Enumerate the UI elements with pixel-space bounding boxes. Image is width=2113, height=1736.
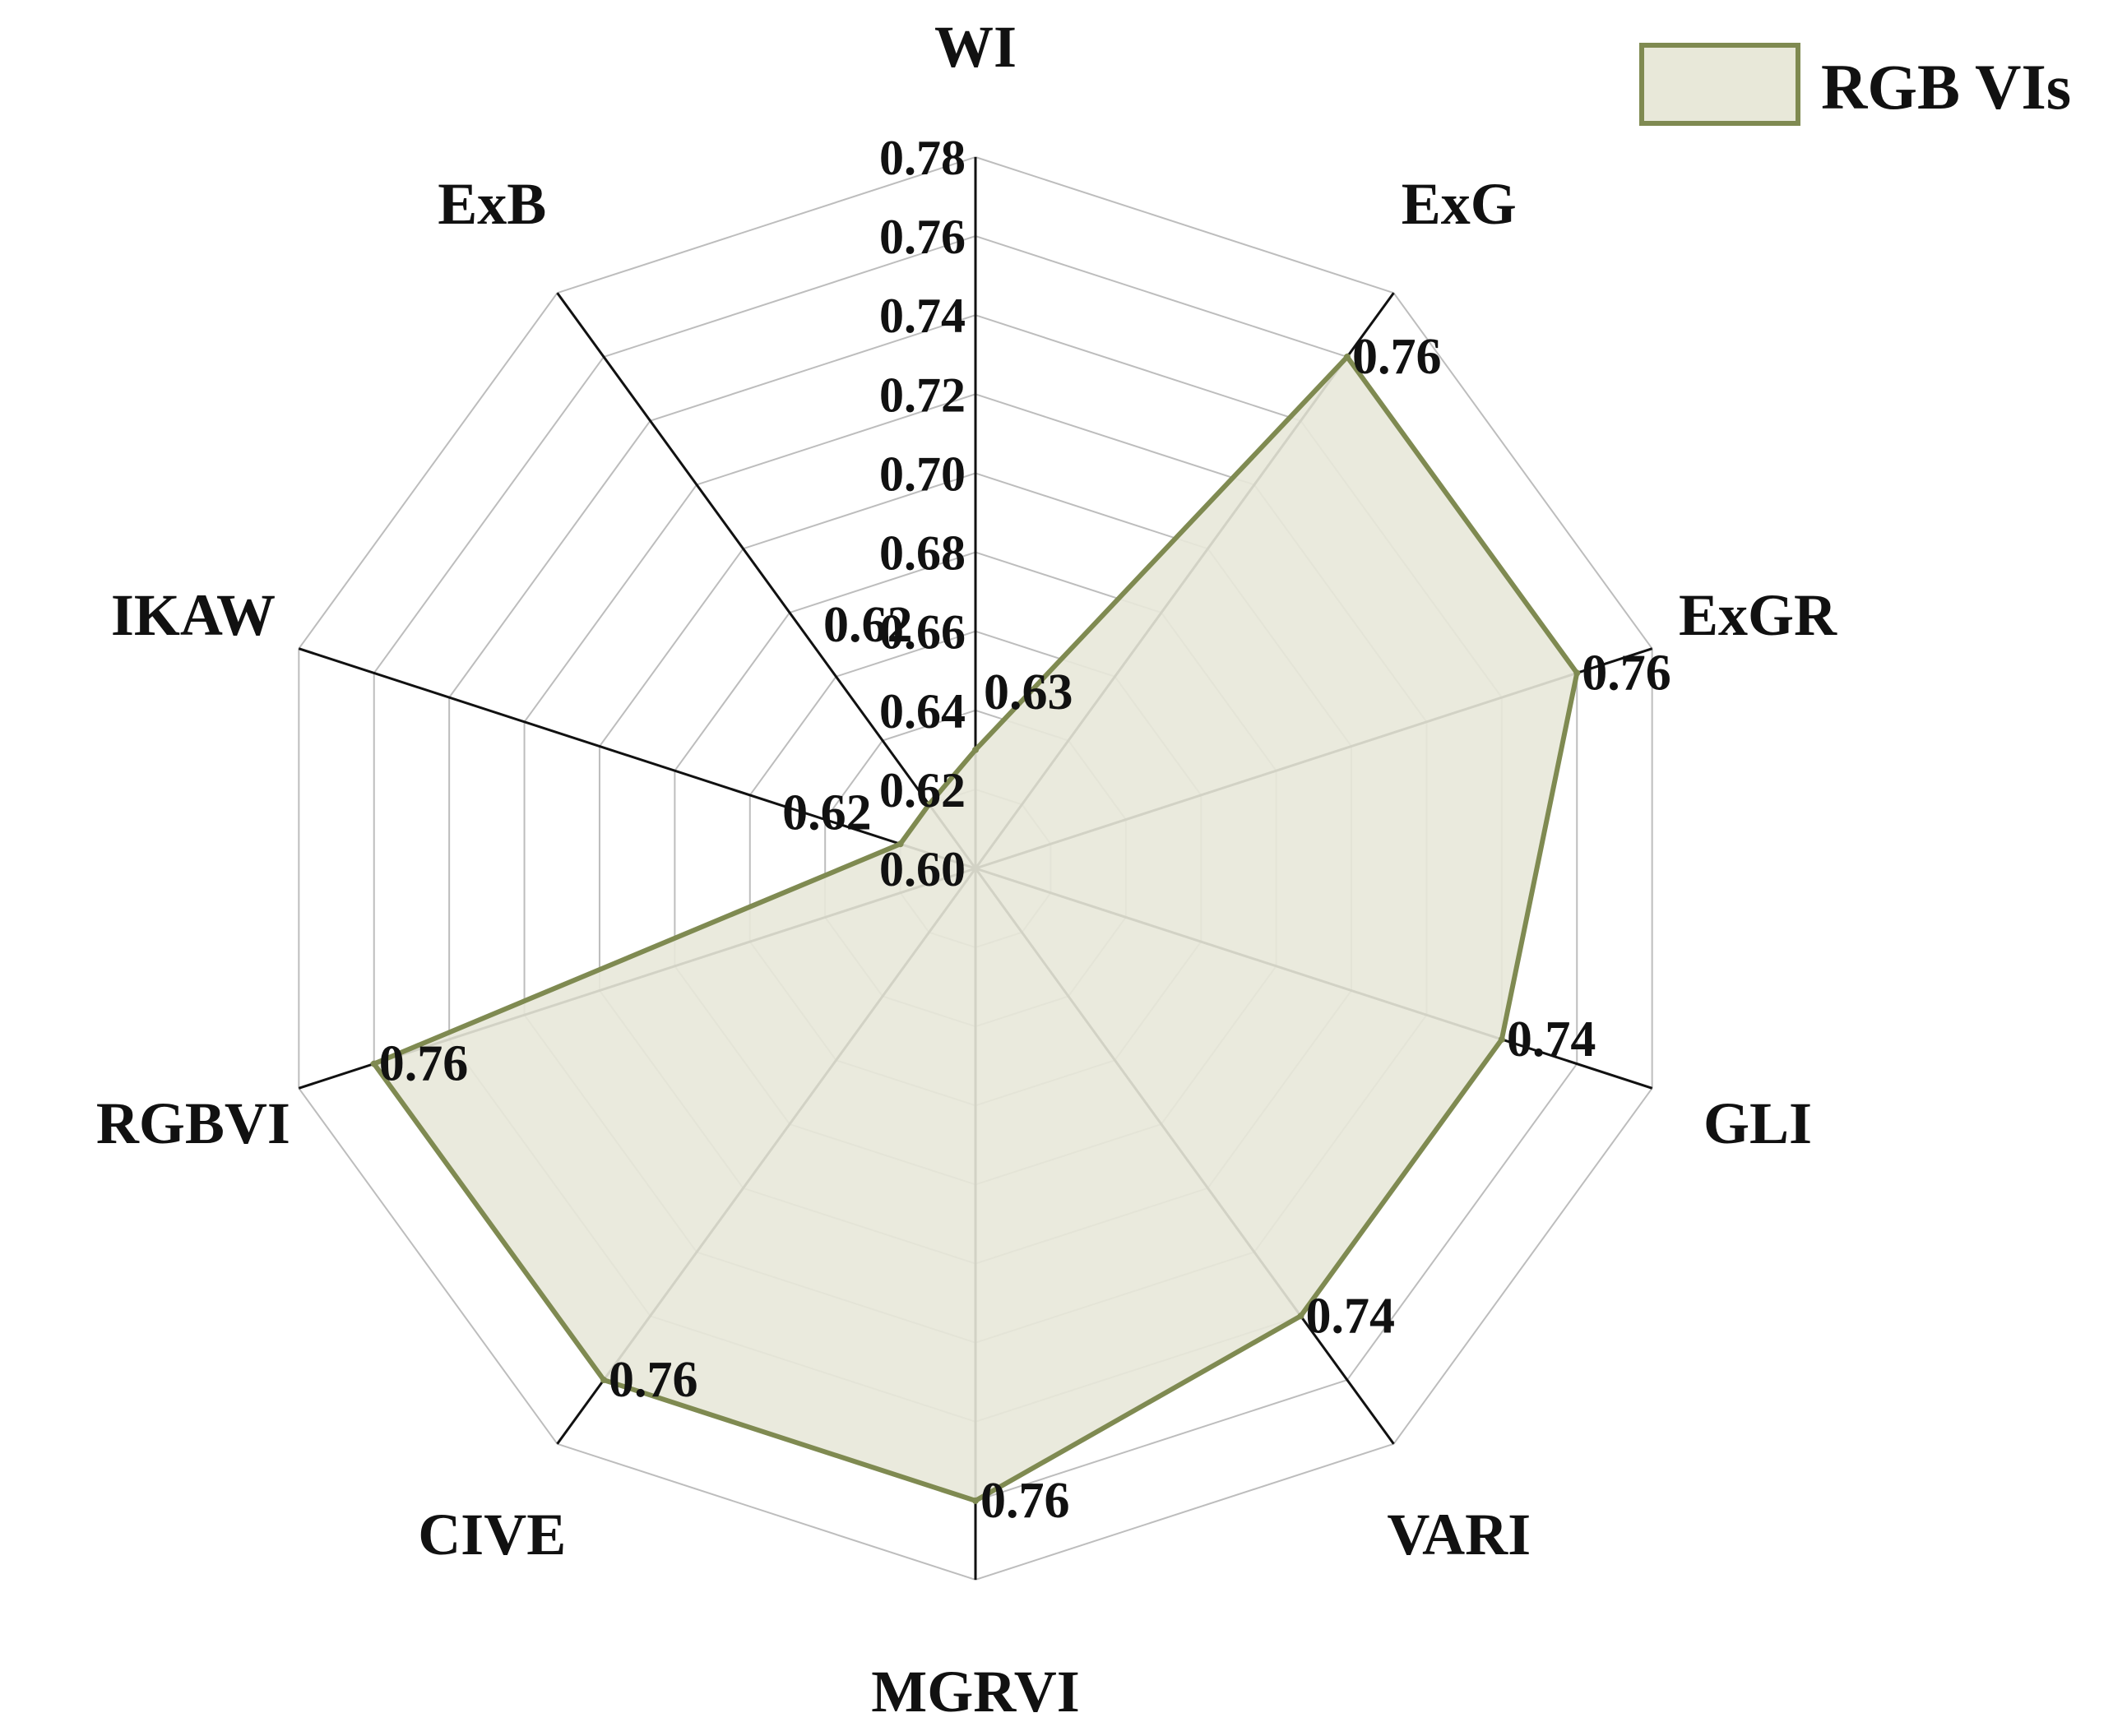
value-label: 0.76	[379, 1036, 469, 1092]
tick-label: 0.64	[879, 684, 966, 738]
tick-label: 0.62	[879, 763, 966, 817]
series-layer	[370, 353, 1581, 1504]
value-label: 0.76	[980, 1473, 1070, 1529]
data-point	[972, 1497, 979, 1504]
tick-label: 0.78	[879, 131, 966, 185]
data-point	[972, 746, 979, 753]
axis-label: ExB	[438, 171, 546, 237]
tick-label: 0.76	[879, 210, 966, 264]
axis-label: ExGR	[1679, 582, 1837, 648]
value-labels: 0.630.760.760.740.740.760.760.760.620.62	[379, 329, 1671, 1529]
tick-label: 0.72	[879, 368, 966, 422]
axis-spoke	[298, 647, 976, 870]
value-label: 0.63	[984, 664, 1073, 720]
legend-label: RGB VIs	[1821, 51, 2071, 123]
tick-label: 0.68	[879, 526, 966, 581]
data-point	[1343, 353, 1351, 360]
value-label: 0.74	[1305, 1288, 1395, 1344]
axis-label: CIVE	[418, 1502, 566, 1567]
axis-label: GLI	[1703, 1090, 1812, 1156]
value-label: 0.76	[609, 1352, 698, 1408]
tick-label: 0.60	[879, 842, 966, 896]
value-label: 0.62	[782, 785, 872, 840]
axis-label: WI	[934, 14, 1017, 80]
axis-labels: WI ExG ExGR GLI VARI MGRVI CIVE RGBVI IKAW ExB	[96, 14, 1837, 1724]
data-point	[1498, 1035, 1505, 1043]
axis-label: RGBVI	[96, 1090, 290, 1156]
tick-label: 0.74	[879, 289, 966, 343]
axis-label: MGRVI	[871, 1659, 1079, 1724]
data-point	[925, 801, 933, 808]
axis-spoke	[556, 292, 977, 869]
value-label: 0.62	[823, 597, 913, 653]
data-point	[1573, 669, 1581, 677]
value-label: 0.74	[1507, 1012, 1596, 1067]
axis-label: ExG	[1402, 171, 1517, 237]
legend: RGB VIs	[1639, 43, 2071, 126]
data-point	[600, 1377, 608, 1384]
value-label: 0.76	[1582, 645, 1671, 701]
data-point	[1297, 1312, 1304, 1320]
axis-label: IKAW	[111, 582, 276, 648]
value-label: 0.76	[1352, 329, 1442, 385]
tick-label: 0.66	[879, 605, 966, 660]
data-point	[370, 1060, 378, 1067]
radial-tick-labels: 0.60 0.62 0.64 0.66 0.68 0.70 0.72 0.74 0.76 0.78	[879, 131, 966, 896]
axis-label: VARI	[1387, 1502, 1531, 1567]
legend-swatch	[1639, 43, 1800, 126]
tick-label: 0.70	[879, 447, 966, 501]
data-point	[897, 840, 904, 848]
